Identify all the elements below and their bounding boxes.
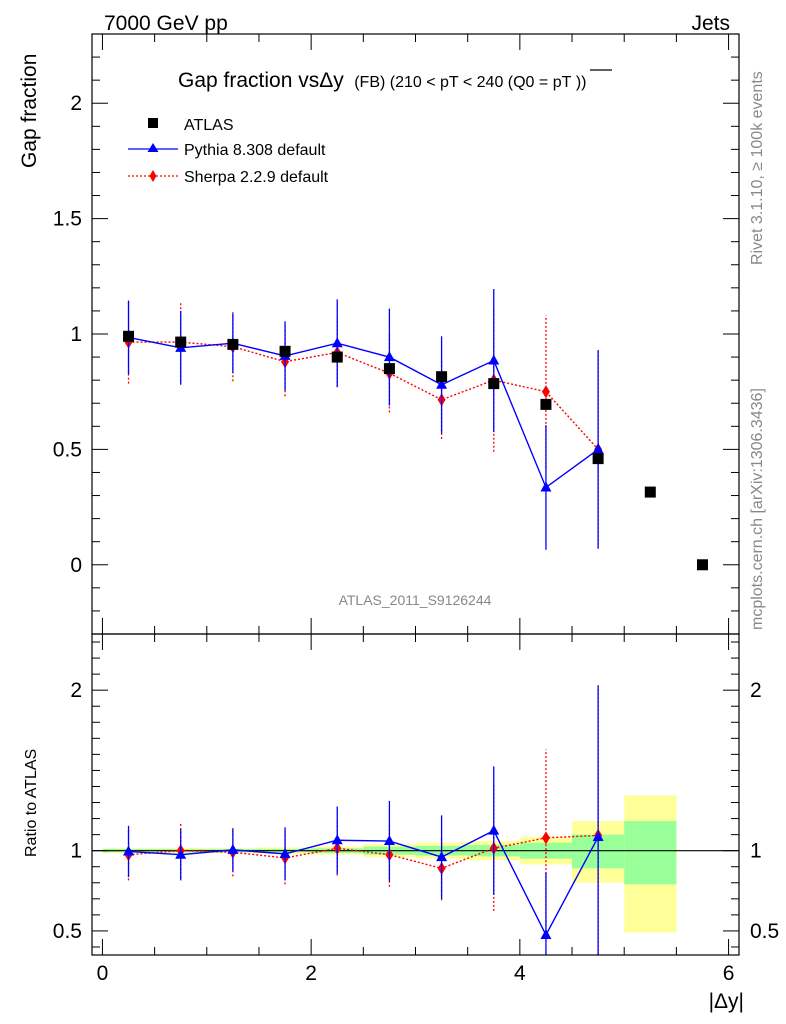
analysis-name: ATLAS_2011_S9126244 bbox=[339, 592, 492, 608]
pythia-main-point bbox=[436, 378, 448, 389]
legend: ATLAS Pythia 8.308 default Sherpa 2.2.9 … bbox=[128, 117, 329, 186]
pythia-main-point bbox=[488, 354, 500, 365]
pythia-ratio-point bbox=[488, 824, 500, 835]
atlas-point bbox=[123, 330, 135, 342]
main-y-tick-label: 0.5 bbox=[53, 438, 82, 461]
atlas-point bbox=[540, 398, 552, 410]
pythia-ratio-point bbox=[279, 847, 291, 858]
pythia-main-point bbox=[331, 337, 343, 348]
sherpa-ratio-line bbox=[128, 834, 599, 870]
pythia-ratio-point bbox=[436, 851, 448, 862]
main-y-tick-label: 1.5 bbox=[53, 208, 82, 231]
sherpa-main-line bbox=[128, 341, 599, 450]
data-marks bbox=[123, 289, 708, 955]
atlas-point bbox=[488, 378, 500, 390]
atlas-point bbox=[696, 559, 708, 571]
mcplots-reference: mcplots.cern.ch [arXiv:1306.3436] bbox=[749, 388, 766, 630]
pythia-main-line bbox=[128, 336, 599, 489]
main-y-tick-label: 1 bbox=[70, 323, 82, 346]
main-ylabel: Gap fraction bbox=[18, 54, 41, 168]
sherpa-main-point bbox=[541, 385, 550, 399]
x-axis-label: |Δy| bbox=[709, 990, 744, 1013]
atlas-point bbox=[436, 371, 448, 383]
ratio-y-tick-label: 2 bbox=[70, 679, 82, 702]
main-y-tick-label: 0 bbox=[70, 554, 82, 577]
atlas-point bbox=[279, 345, 291, 357]
legend-pythia-marker bbox=[147, 143, 159, 152]
plot-title-pt: pT bbox=[553, 74, 572, 91]
plot-title: Gap fraction vsΔy (FB) (210 < pT < 240 (… bbox=[178, 69, 586, 92]
x-tick-label: 2 bbox=[305, 962, 317, 985]
ratio-frame bbox=[91, 633, 740, 956]
x-tick-label: 4 bbox=[514, 962, 526, 985]
plot-frames bbox=[91, 33, 740, 956]
legend-sherpa-marker bbox=[149, 170, 157, 182]
header-left: 7000 GeV pp bbox=[104, 12, 228, 35]
pythia-ratio-point bbox=[592, 831, 604, 842]
atlas-point bbox=[592, 453, 604, 465]
atlas-point bbox=[331, 351, 343, 363]
pythia-ratio-line bbox=[128, 829, 599, 937]
plot-title-sub: (FB) (210 < pT < 240 (Q0 = bbox=[354, 74, 548, 91]
main-y-tick-label: 2 bbox=[70, 92, 82, 115]
atlas-point bbox=[383, 363, 395, 375]
ratio-y-tick-label-right: 1 bbox=[750, 840, 762, 863]
band-inner bbox=[624, 820, 677, 885]
legend-atlas-marker bbox=[148, 118, 158, 128]
pythia-main-point bbox=[383, 351, 395, 362]
x-tick-label: 6 bbox=[723, 962, 735, 985]
ratio-y-tick-label-right: 0.5 bbox=[750, 920, 779, 943]
sherpa-ratio-point bbox=[541, 831, 550, 845]
pythia-ratio-point bbox=[227, 843, 239, 854]
pythia-ratio-point bbox=[383, 835, 395, 846]
axes: 0 2 4 6 0 0.5 1 1.5 2 0.5 0.5 1 1 2 2 bbox=[53, 34, 779, 985]
pythia-ratio-point bbox=[540, 928, 552, 939]
legend-atlas-label: ATLAS bbox=[184, 117, 234, 134]
atlas-point bbox=[644, 486, 656, 498]
plot-title-end: )) bbox=[576, 74, 587, 91]
rivet-version: Rivet 3.1.10, ≥ 100k events bbox=[749, 71, 766, 265]
ratio-ylabel: Ratio to ATLAS bbox=[23, 749, 40, 857]
legend-sherpa-label: Sherpa 2.2.9 default bbox=[184, 169, 329, 186]
legend-pythia-label: Pythia 8.308 default bbox=[184, 142, 326, 159]
ratio-y-tick-label: 0.5 bbox=[53, 920, 82, 943]
atlas-point bbox=[175, 336, 187, 348]
ratio-y-tick-label: 1 bbox=[70, 840, 82, 863]
x-tick-label: 0 bbox=[97, 962, 109, 985]
pythia-main-point bbox=[592, 443, 604, 454]
plot-title-main: Gap fraction vsΔy bbox=[178, 69, 344, 92]
header-right: Jets bbox=[691, 12, 730, 35]
ratio-y-tick-label-right: 2 bbox=[750, 679, 762, 702]
pythia-ratio-point bbox=[123, 845, 135, 856]
pythia-ratio-point bbox=[331, 834, 343, 845]
pythia-ratio-point bbox=[175, 848, 187, 859]
atlas-point bbox=[227, 338, 239, 350]
pythia-main-point bbox=[540, 481, 552, 492]
